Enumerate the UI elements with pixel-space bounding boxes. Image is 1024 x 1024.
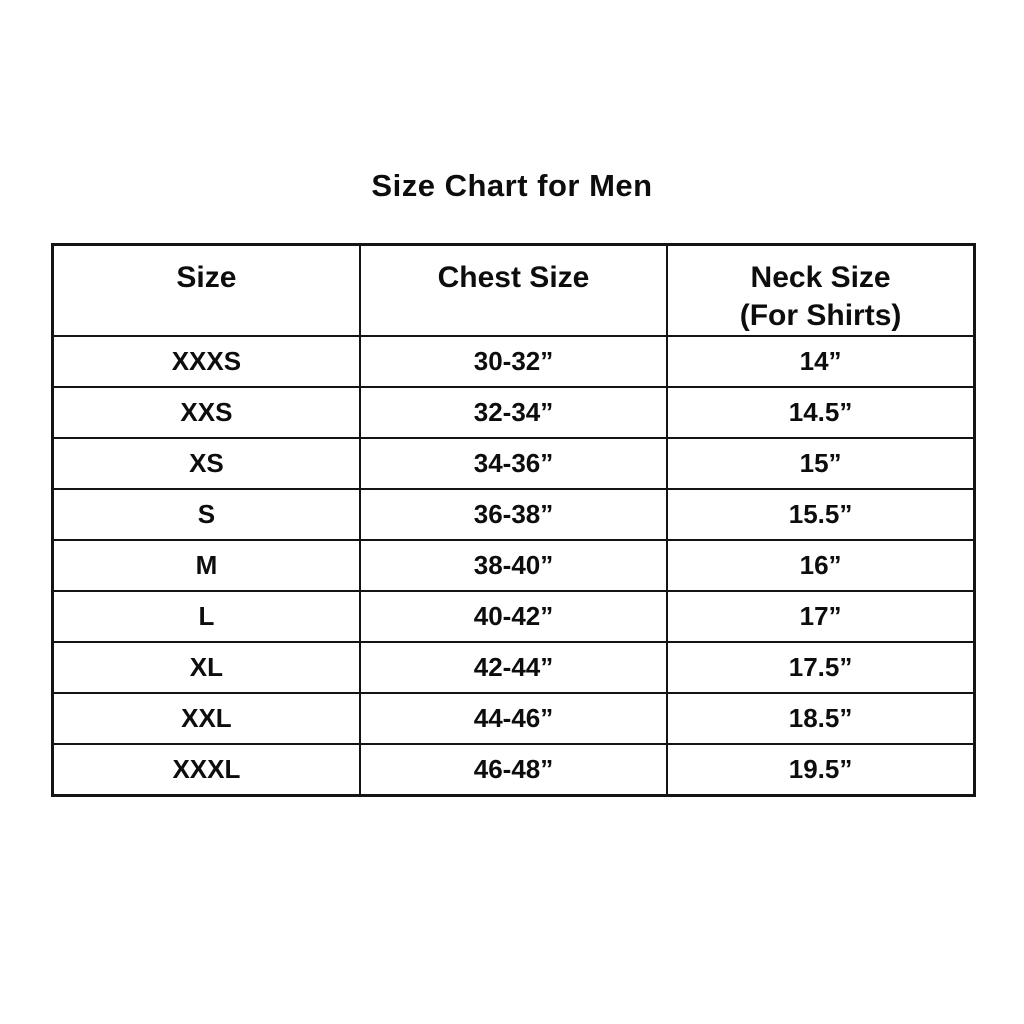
size-cell: M	[51, 539, 361, 592]
neck-size-header-line2: (For Shirts)	[739, 298, 902, 332]
neck-size-cell: 19.5”	[666, 743, 976, 796]
size-cell: XXXL	[51, 743, 361, 796]
col-header-neck-size: Neck Size (For Shirts)	[666, 243, 976, 337]
neck-size-cell: 17”	[666, 590, 976, 643]
neck-size-cell: 15”	[666, 437, 976, 490]
neck-size-cell: 14.5”	[666, 386, 976, 439]
size-cell: XL	[51, 641, 361, 694]
table-row: XS 34-36” 15”	[51, 437, 976, 490]
table-row: XXS 32-34” 14.5”	[51, 386, 976, 439]
chest-size-cell: 46-48”	[358, 743, 669, 796]
size-cell: XXL	[51, 692, 361, 745]
chest-size-cell: 42-44”	[358, 641, 669, 694]
neck-size-cell: 16”	[666, 539, 976, 592]
size-cell: XS	[51, 437, 361, 490]
neck-size-cell: 15.5”	[666, 488, 976, 541]
table-row: XXXL 46-48” 19.5”	[51, 743, 976, 796]
neck-size-cell: 14”	[666, 335, 976, 388]
table-row: L 40-42” 17”	[51, 590, 976, 643]
table-body: XXXS 30-32” 14” XXS 32-34” 14.5” XS 34-36” 15” S 3…	[51, 335, 976, 796]
size-cell: XXS	[51, 386, 361, 439]
page-title: Size Chart for Men	[371, 168, 653, 203]
chest-size-cell: 30-32”	[358, 335, 669, 388]
size-cell: L	[51, 590, 361, 643]
size-chart-table: Size Chest Size Neck Size (For Shirts) X…	[51, 243, 976, 797]
chest-size-cell: 40-42”	[358, 590, 669, 643]
header-row: Size Chest Size Neck Size (For Shirts)	[51, 243, 976, 337]
table-row: M 38-40” 16”	[51, 539, 976, 592]
chest-size-cell: 34-36”	[358, 437, 669, 490]
chest-size-cell: 32-34”	[358, 386, 669, 439]
neck-size-header-line1: Neck Size	[750, 261, 891, 294]
neck-size-cell: 17.5”	[666, 641, 976, 694]
neck-size-cell: 18.5”	[666, 692, 976, 745]
table-row: XXL 44-46” 18.5”	[51, 692, 976, 745]
chest-size-cell: 44-46”	[358, 692, 669, 745]
chest-size-cell: 38-40”	[358, 539, 669, 592]
chest-size-cell: 36-38”	[358, 488, 669, 541]
table-row: XXXS 30-32” 14”	[51, 335, 976, 388]
col-header-chest-size: Chest Size	[358, 243, 669, 337]
size-cell: S	[51, 488, 361, 541]
table-row: XL 42-44” 17.5”	[51, 641, 976, 694]
col-header-size: Size	[51, 243, 361, 337]
table-row: S 36-38” 15.5”	[51, 488, 976, 541]
size-cell: XXXS	[51, 335, 361, 388]
